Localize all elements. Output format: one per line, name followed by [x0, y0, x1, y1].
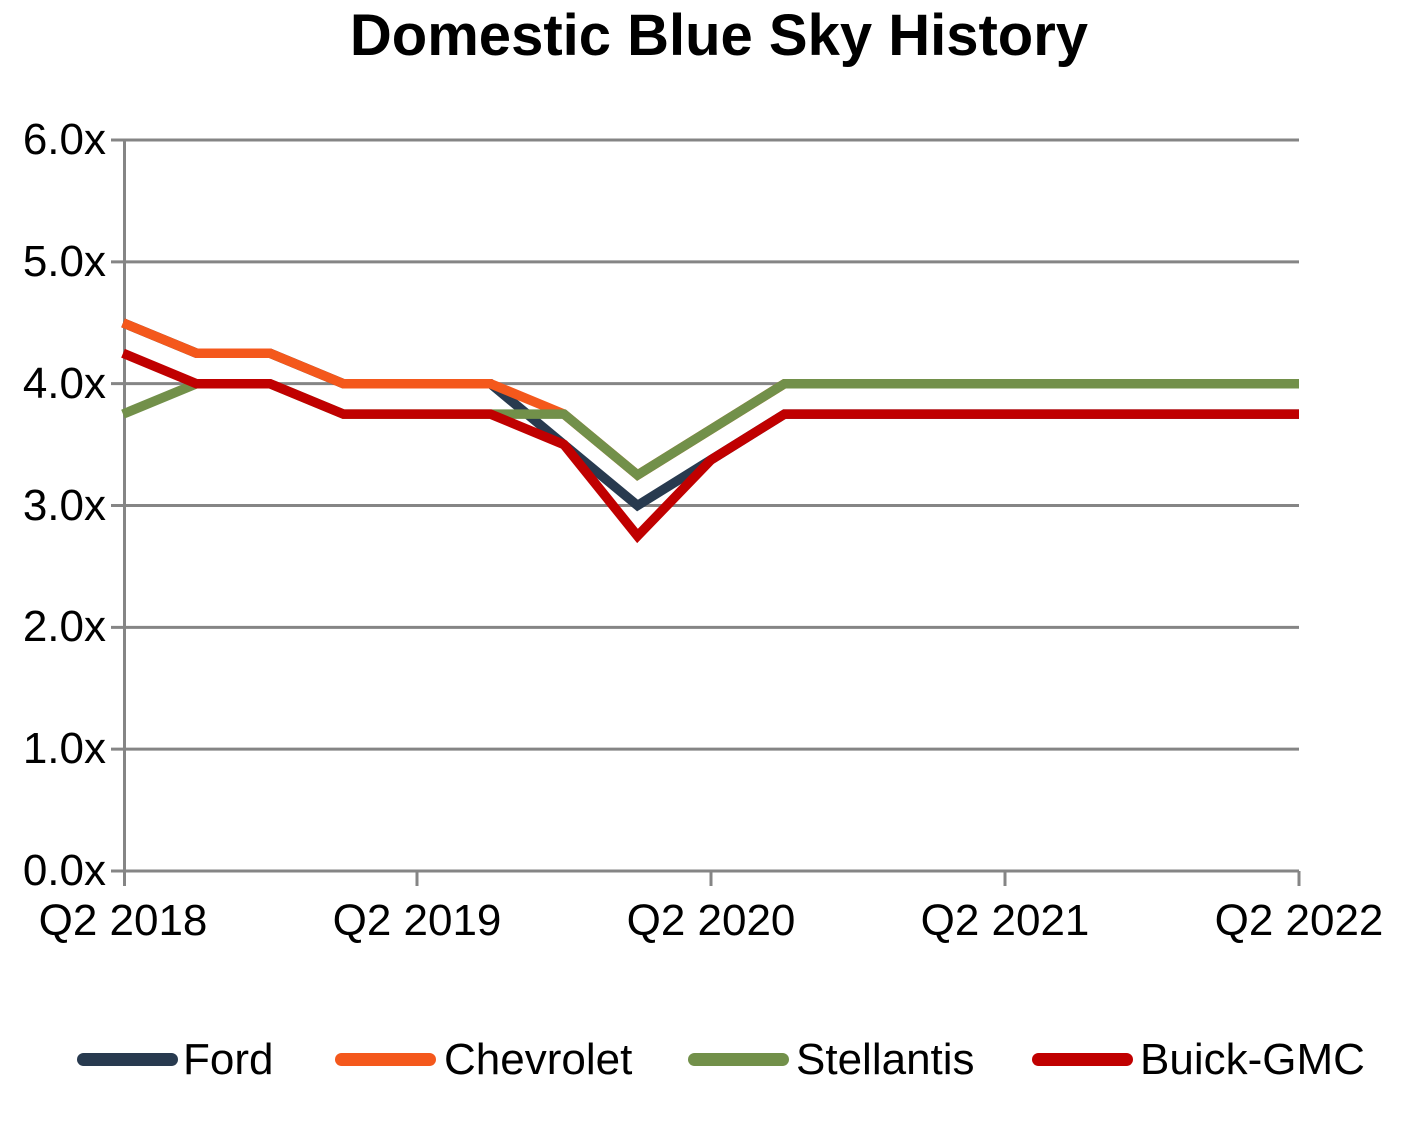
y-axis-tick-label: 6.0x [22, 115, 106, 164]
legend-swatch-stellantis [688, 1053, 789, 1066]
series-line-buick-gmc [121, 348, 1299, 544]
plot-area [111, 138, 1301, 886]
y-axis-tick-label: 3.0x [22, 480, 106, 530]
x-axis-tick-label: Q2 2019 [332, 896, 502, 945]
y-axis-tick-label: 2.0x [22, 602, 106, 652]
y-axis-tick-label: 5.0x [22, 236, 106, 286]
x-axis-tick-label: Q2 2020 [626, 896, 796, 945]
y-axis-tick-label: 4.0x [22, 358, 106, 408]
x-axis-tick-label: Q2 2022 [1214, 896, 1384, 945]
chart-title: Domestic Blue Sky History [349, 3, 1089, 68]
legend-label-chevrolet: Chevrolet [444, 1035, 633, 1084]
legend-swatch-chevrolet [335, 1053, 436, 1066]
legend-swatch-buick-gmc [1032, 1053, 1133, 1066]
y-axis-tick-label: 1.0x [22, 724, 106, 774]
x-axis-tick-label: Q2 2021 [920, 896, 1090, 945]
legend-label-buick-gmc: Buick-GMC [1140, 1035, 1365, 1084]
legend-label-stellantis: Stellantis [796, 1035, 975, 1084]
x-axis-tick-label: Q2 2018 [38, 896, 208, 945]
legend-label-ford: Ford [183, 1035, 274, 1084]
legend-swatch-ford [77, 1053, 178, 1066]
y-axis-tick-label: 0.0x [22, 846, 106, 895]
